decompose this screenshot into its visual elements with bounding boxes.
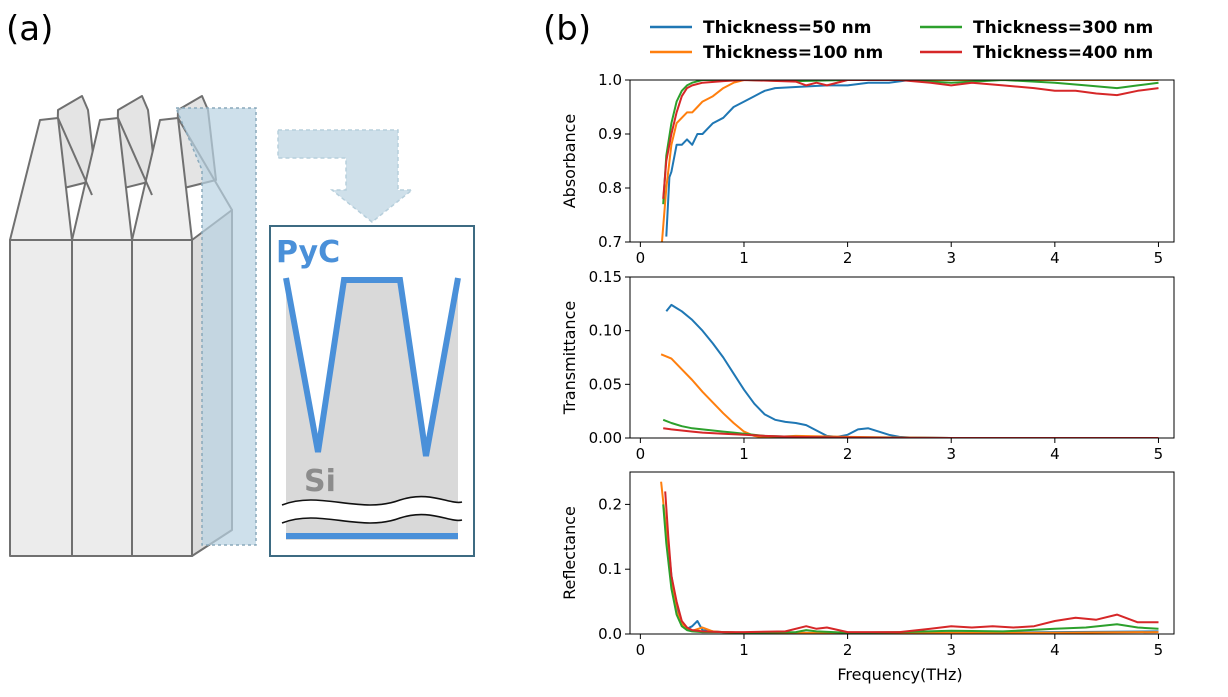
transmittance-y-tick-label: 0.00 xyxy=(589,429,622,447)
panel-a-label: (a) xyxy=(6,9,53,49)
reflectance-y-tick-label: 0.2 xyxy=(598,495,622,513)
absorbance-y-tick-label: 0.9 xyxy=(598,125,622,143)
reflectance-series-line-thickness-50-nm xyxy=(665,523,1159,634)
transmittance-y-tick-label: 0.10 xyxy=(589,322,622,340)
transmittance-series-line-thickness-100-nm xyxy=(660,353,1159,438)
transmittance-y-axis-label: Transmittance xyxy=(560,301,579,415)
absorbance-x-tick-label: 4 xyxy=(1050,249,1060,267)
absorbance-x-tick-label: 2 xyxy=(843,249,853,267)
panel-b: (b) Thickness=50 nm Thickness=100 nm Thi… xyxy=(543,9,1175,684)
absorbance-y-tick-label: 0.7 xyxy=(598,233,622,251)
absorbance-x-tick-label: 3 xyxy=(946,249,956,267)
reflectance-subplot: 0 1 2 3 4 5 0.0 0.1 0.2 Reflectance xyxy=(560,471,1175,659)
array-front-block xyxy=(9,239,193,557)
pyc-coating-line xyxy=(283,277,461,457)
pyramid-edge-1 xyxy=(57,117,93,196)
reflectance-x-tick-label: 3 xyxy=(946,641,956,659)
reflectance-y-tick-label: 0.1 xyxy=(598,560,622,578)
chart-legend: Thickness=50 nm Thickness=100 nm Thickne… xyxy=(650,18,1153,63)
absorbance-y-axis-label: Absorbance xyxy=(560,114,579,209)
break-line-lower xyxy=(281,513,463,524)
reflectance-x-tick-label: 1 xyxy=(739,641,749,659)
absorbance-series-group xyxy=(660,80,1159,242)
transmittance-series-line-thickness-50-nm xyxy=(665,303,1159,438)
absorbance-series-line-thickness-50-nm xyxy=(665,80,1159,237)
panel-a: (a) xyxy=(6,9,475,557)
absorbance-axes-frame xyxy=(629,79,1175,243)
transmittance-subplot: 0 1 2 3 4 5 0.00 0.05 0.10 0.15 Transmittance xyxy=(560,268,1175,463)
reflectance-series-group xyxy=(660,481,1159,634)
pyramid-array-illustration xyxy=(9,95,233,557)
transmittance-axes-frame xyxy=(629,276,1175,439)
transmittance-x-tick-label: 2 xyxy=(843,445,853,463)
panel-b-label: (b) xyxy=(543,9,591,49)
reflectance-series-line-thickness-300-nm xyxy=(662,504,1159,634)
legend-label-50nm: Thickness=50 nm xyxy=(703,18,871,38)
transmittance-y-tick-label: 0.15 xyxy=(589,268,622,286)
transmittance-x-tick-label: 0 xyxy=(636,445,646,463)
absorbance-x-tick-label: 1 xyxy=(739,249,749,267)
cross-section-plane xyxy=(174,107,257,546)
reflectance-x-tick-label: 0 xyxy=(636,641,646,659)
reflectance-series-line-thickness-400-nm xyxy=(664,491,1159,634)
x-axis-label: Frequency(THz) xyxy=(837,665,962,684)
absorbance-series-line-thickness-100-nm xyxy=(660,80,1159,242)
reflectance-x-tick-label: 5 xyxy=(1154,641,1164,659)
transmittance-y-tick-label: 0.05 xyxy=(589,375,622,393)
cross-section-inset: PyC Si xyxy=(269,225,475,557)
absorbance-subplot: 0 1 2 3 4 5 0.7 0.8 0.9 1.0 Absorbance xyxy=(560,71,1175,267)
transmittance-x-tick-label: 1 xyxy=(739,445,749,463)
legend-label-400nm: Thickness=400 nm xyxy=(973,43,1153,63)
pyramid-edge-2 xyxy=(117,117,153,196)
absorbance-y-tick-label: 0.8 xyxy=(598,179,622,197)
reflectance-y-axis-label: Reflectance xyxy=(560,506,579,600)
reflectance-axes-frame xyxy=(629,471,1175,635)
si-label: Si xyxy=(304,464,336,499)
break-mark-fill xyxy=(282,496,462,523)
reflectance-series-line-thickness-100-nm xyxy=(660,481,1159,634)
si-substrate xyxy=(286,278,458,540)
transmittance-x-tick-label: 5 xyxy=(1154,445,1164,463)
transmittance-series-group xyxy=(660,303,1159,438)
absorbance-x-tick-label: 5 xyxy=(1154,249,1164,267)
arrow-down-right-icon xyxy=(277,129,415,223)
transmittance-x-tick-label: 3 xyxy=(946,445,956,463)
transmittance-series-line-thickness-400-nm xyxy=(663,427,1159,438)
reflectance-x-tick-label: 4 xyxy=(1050,641,1060,659)
break-line-upper xyxy=(281,495,463,506)
legend-label-100nm: Thickness=100 nm xyxy=(703,43,883,63)
absorbance-y-tick-label: 1.0 xyxy=(598,71,622,89)
absorbance-series-line-thickness-300-nm xyxy=(662,80,1159,205)
absorbance-series-line-thickness-400-nm xyxy=(662,80,1159,199)
pyc-label: PyC xyxy=(276,235,340,270)
reflectance-y-tick-label: 0.0 xyxy=(598,625,622,643)
reflectance-x-tick-label: 2 xyxy=(843,641,853,659)
transmittance-x-tick-label: 4 xyxy=(1050,445,1060,463)
legend-label-300nm: Thickness=300 nm xyxy=(973,18,1153,38)
absorbance-x-tick-label: 0 xyxy=(636,249,646,267)
